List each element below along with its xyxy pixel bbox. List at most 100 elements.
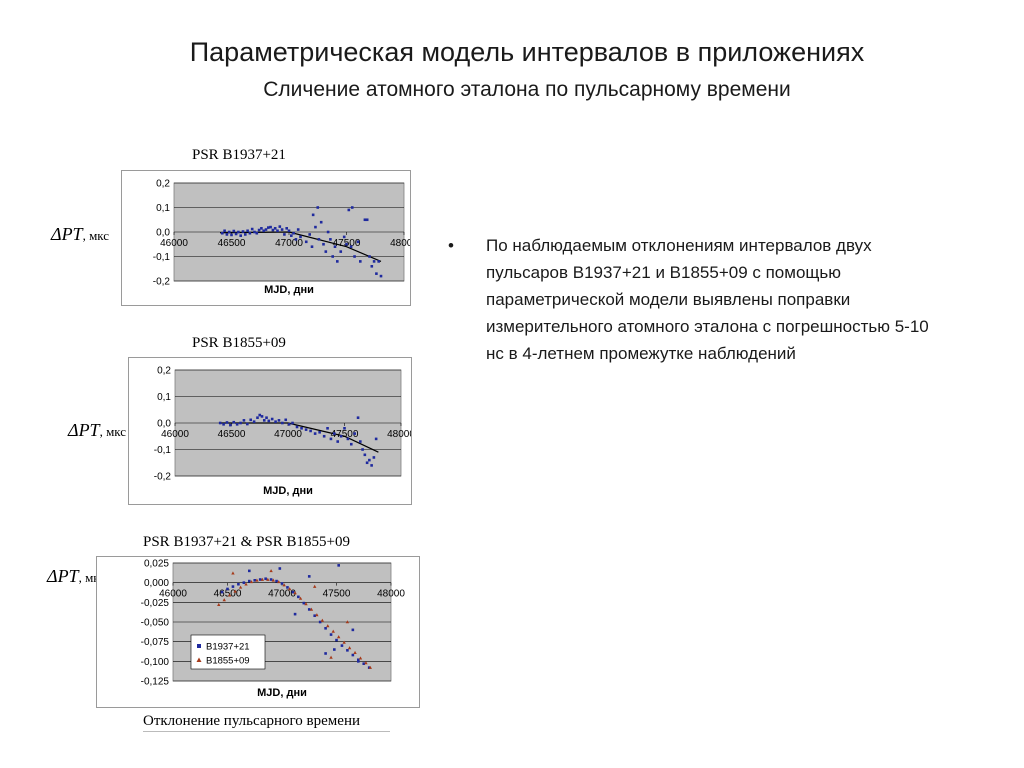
data-point [291,421,294,425]
data-point [304,602,308,606]
data-point [359,440,362,443]
bullet-marker: • [448,236,454,255]
data-point [257,228,261,232]
data-point [260,577,265,581]
y-axis-symbol: ΔPT [51,224,83,244]
data-point [324,626,327,630]
data-point [242,419,246,422]
data-point [226,587,229,591]
data-point [350,206,354,209]
y-tick-label: 0,0 [157,419,171,430]
data-point [347,208,351,212]
data-point [336,635,341,639]
data-point [372,456,376,459]
data-point [227,593,232,597]
x-tick-label: 47000 [268,589,296,600]
data-point [287,229,291,233]
data-point [308,233,311,236]
data-point [273,227,277,230]
data-point [278,567,282,570]
data-point [269,225,272,229]
data-point [300,427,303,430]
data-point [229,423,232,427]
data-point [353,650,357,654]
data-point [239,234,242,237]
data-point [353,255,356,258]
data-point [307,608,311,611]
data-point [331,255,334,258]
data-point [233,589,237,593]
data-point [329,238,332,241]
data-point [271,228,275,232]
data-point [275,579,278,583]
data-point [290,234,293,237]
data-point [244,582,248,586]
chart-b1937: 0,20,10,0-0,1-0,246000465004700047500480… [153,179,419,297]
data-point [238,585,243,589]
bullet-text: По наблюдаемым отклонениям интервалов дв… [486,236,929,363]
data-point [293,612,297,616]
data-point [324,652,327,655]
chart-title-b1937: PSR B1937+21 [192,147,286,163]
data-point [364,661,368,665]
x-tick-label: 47500 [331,429,359,440]
data-point [294,238,298,241]
y-tick-label: 0,2 [156,179,170,190]
y-tick-label: -0,125 [141,677,170,688]
data-point [267,419,271,423]
data-point [227,230,231,234]
data-point [248,231,252,235]
x-axis-label: MJD, дни [263,485,313,497]
data-point [253,230,256,234]
data-point [349,245,353,248]
data-point [253,579,257,582]
data-point [291,590,295,594]
data-point [351,628,355,632]
data-point [353,432,356,435]
data-point [274,420,277,423]
legend-label: B1855+09 [206,656,250,667]
y-tick-label: -0,025 [141,598,170,609]
chart-caption: Отклонение пульсарного времени [143,713,391,732]
data-point [324,250,328,253]
data-point [379,274,383,278]
data-point [255,578,259,582]
data-point [335,638,338,642]
x-tick-label: 46500 [218,429,246,440]
data-point [258,413,262,417]
data-point [377,260,380,263]
data-point [333,432,336,435]
slide-title: Параметрическая модель интервалов в прил… [189,37,865,67]
trend-line [220,422,379,453]
data-point [318,620,322,624]
data-point [223,229,226,233]
legend-marker [197,644,201,648]
data-point [231,585,235,588]
data-point [367,666,371,669]
data-point [329,655,333,659]
data-point [283,233,286,236]
x-tick-label: 46000 [159,589,187,600]
data-point [252,420,256,423]
data-point [309,607,314,611]
data-point [265,416,268,419]
data-point [267,226,270,229]
data-point [370,464,373,467]
data-point [282,583,286,587]
data-point [280,582,284,585]
y-tick-label: -0,2 [154,472,172,483]
data-point [365,218,369,222]
data-point [218,421,222,425]
chart-frame-combined: 0,025 0,000 -0,025 -0,050 -0,075 -0,100 -0,125… [96,556,420,708]
data-point [262,229,265,233]
data-point [333,245,337,248]
chart-frame-b1937: 0,20,10,0-0,1-0,246000465004700047500480… [121,170,419,306]
data-point [359,260,362,263]
data-point [220,590,224,594]
data-point [368,458,371,462]
data-point [276,229,279,233]
data-point [362,662,366,665]
data-point [295,425,299,429]
y-axis-unit: , мкс [99,424,127,439]
data-point [250,227,254,231]
